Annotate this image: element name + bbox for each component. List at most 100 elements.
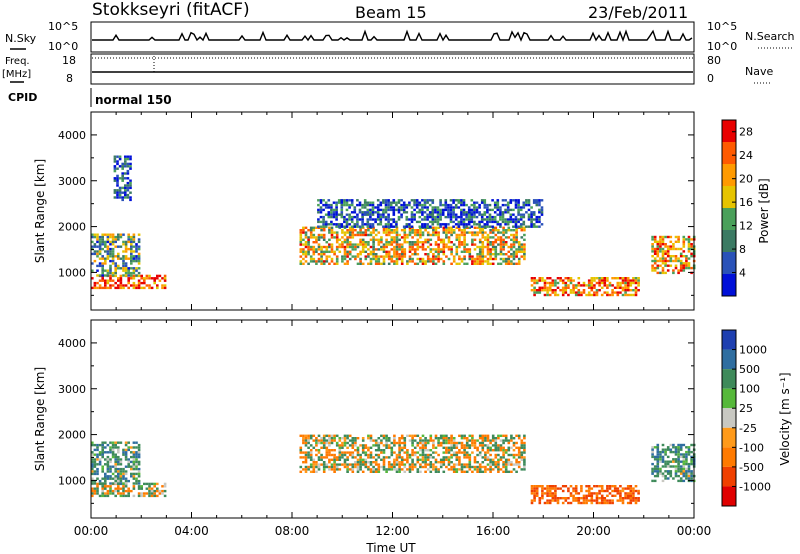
echo-cell	[551, 291, 555, 294]
echo-cell	[158, 279, 162, 282]
echo-cell	[458, 463, 461, 466]
echo-cell	[587, 492, 591, 495]
echo-cell	[304, 236, 308, 239]
echo-cell	[330, 248, 334, 251]
echo-cell	[659, 243, 662, 246]
echo-cell	[429, 461, 433, 464]
echo-cell	[340, 206, 344, 209]
echo-cell	[408, 470, 412, 473]
echo-cell	[372, 465, 375, 469]
echo-cell	[377, 465, 381, 469]
echo-cell	[626, 281, 630, 285]
echo-cell	[130, 262, 133, 265]
nsky-right-tick-top: 10^5	[707, 20, 737, 33]
echo-cell	[341, 243, 344, 246]
echo-cell	[411, 253, 414, 256]
echo-cell	[415, 220, 419, 224]
echo-cell	[481, 437, 485, 440]
echo-cell	[471, 444, 474, 447]
echo-cell	[372, 236, 375, 239]
echo-cell	[497, 463, 500, 466]
echo-cell	[450, 449, 453, 452]
echo-cell	[449, 208, 453, 212]
echo-cell	[328, 468, 331, 471]
nsky-label: N.Sky	[5, 32, 37, 45]
echo-cell	[124, 245, 128, 248]
echo-cell	[376, 213, 380, 216]
echo-cell	[429, 257, 433, 261]
echo-cell	[632, 492, 635, 495]
echo-cell	[315, 444, 318, 447]
echo-cell	[656, 474, 660, 478]
echo-cell	[436, 213, 440, 216]
echo-cell	[374, 220, 377, 224]
echo-cell	[543, 284, 547, 287]
echo-cell	[317, 449, 321, 452]
echo-cell	[619, 277, 622, 280]
echo-cell	[118, 177, 122, 180]
echo-cell	[346, 458, 349, 461]
echo-cell	[377, 437, 381, 440]
echo-cell	[135, 274, 138, 277]
echo-cell	[481, 257, 485, 261]
echo-cell	[348, 229, 352, 232]
echo-cell	[411, 229, 414, 232]
echo-cell	[398, 245, 401, 249]
echo-cell	[418, 201, 422, 204]
echo-cell	[322, 463, 326, 466]
echo-cell	[98, 286, 102, 290]
velocity-colorbar-tick-label: 25	[739, 402, 753, 415]
echo-cell	[130, 252, 133, 256]
echo-cell	[608, 281, 612, 285]
echo-cell	[343, 225, 346, 228]
echo-cell	[523, 451, 526, 454]
echo-cell	[361, 446, 365, 449]
echo-cell	[330, 449, 334, 452]
echo-cell	[130, 455, 133, 459]
echo-cell	[523, 257, 526, 261]
echo-cell	[135, 269, 138, 272]
echo-cell	[447, 226, 451, 229]
echo-cell	[478, 241, 482, 244]
echo-cell	[403, 441, 407, 445]
echo-cell	[109, 477, 112, 480]
echo-cell	[121, 177, 124, 180]
echo-cell	[651, 453, 654, 456]
echo-cell	[556, 501, 560, 505]
echo-cell	[93, 448, 97, 452]
echo-cell	[348, 206, 351, 209]
echo-cell	[122, 259, 125, 263]
echo-cell	[447, 439, 451, 442]
echo-cell	[593, 279, 596, 282]
echo-cell	[426, 456, 430, 459]
velocity-colorbar-segment	[722, 486, 736, 506]
echo-cell	[621, 293, 625, 297]
echo-cell	[564, 284, 568, 287]
echo-cell	[659, 245, 662, 248]
echo-cell	[126, 157, 130, 161]
echo-cell	[423, 201, 427, 204]
echo-cell	[504, 257, 508, 261]
echo-cell	[619, 284, 622, 287]
echo-cell	[130, 274, 133, 277]
velocity-colorbar-label: Velocity [m s⁻¹]	[778, 372, 792, 465]
echo-cell	[408, 241, 412, 244]
echo-cell	[515, 229, 518, 232]
echo-cell	[385, 241, 388, 244]
echo-cell	[356, 449, 360, 452]
echo-cell	[677, 240, 680, 243]
echo-cell	[450, 468, 453, 471]
echo-cell	[611, 489, 614, 493]
echo-cell	[656, 245, 660, 248]
echo-cell	[449, 220, 453, 224]
echo-cell	[392, 218, 396, 221]
echo-cell	[126, 186, 130, 190]
echo-cell	[116, 167, 119, 170]
echo-cell	[403, 231, 407, 234]
echo-cell	[145, 487, 149, 490]
echo-cell	[117, 475, 120, 478]
echo-cell	[101, 487, 104, 490]
echo-cell	[486, 243, 490, 246]
echo-cell	[497, 458, 500, 461]
echo-cell	[499, 257, 503, 261]
